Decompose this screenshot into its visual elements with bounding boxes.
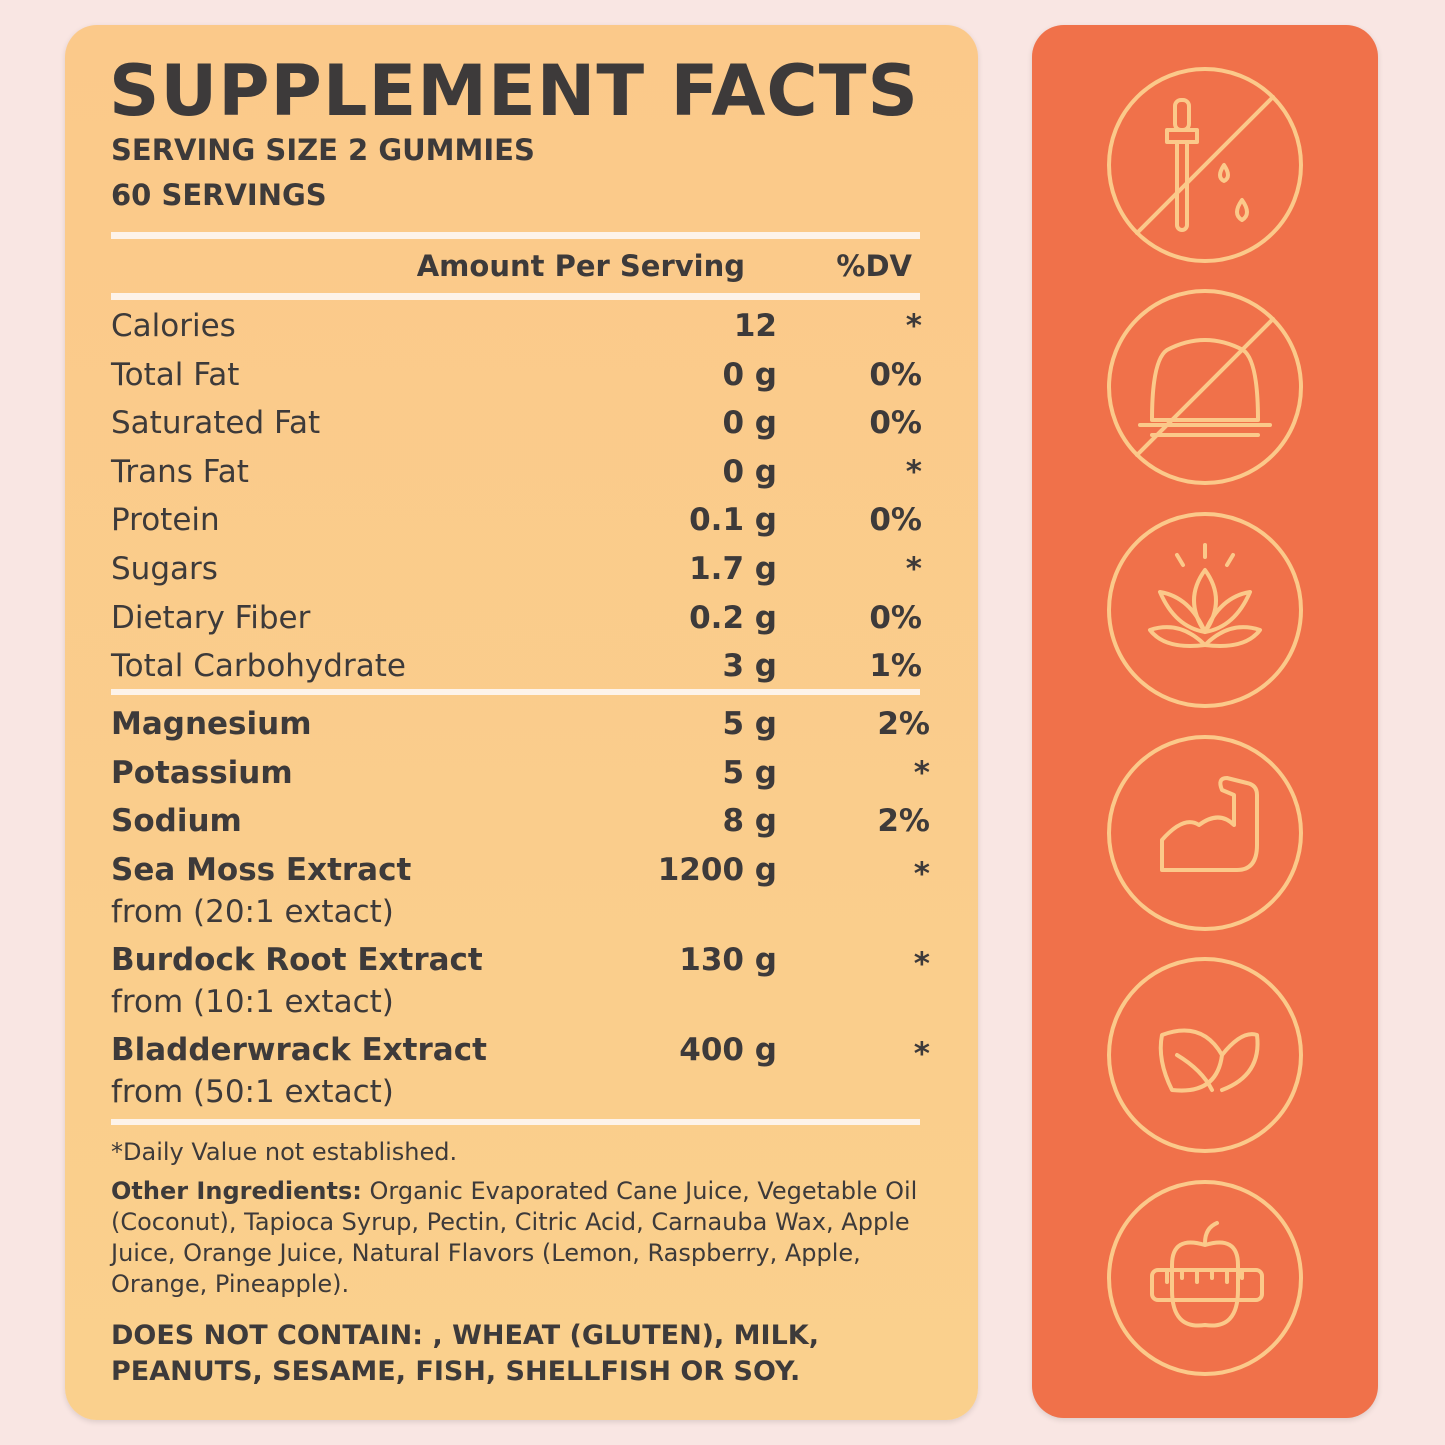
nutrient-amount: 0.1 g: [689, 502, 777, 539]
ingredient-amount: 1200 g: [657, 851, 777, 888]
servings: 60 SERVINGS: [111, 178, 327, 212]
icons: [1107, 67, 1303, 1376]
ingredient-amount: 5 g: [722, 754, 777, 791]
ingredient-name: Bladderwrack Extract: [111, 1031, 487, 1068]
nutrient-dv: *: [905, 551, 922, 587]
nutrient-amount: 0 g: [722, 453, 777, 490]
ingredient-dv: 2%: [877, 803, 930, 839]
ingredient-source: from (20:1 extact): [111, 893, 394, 930]
nutrient-name: Saturated Fat: [111, 405, 321, 442]
column-header: Amount Per Serving: [416, 249, 745, 283]
icon-no-dropper: [1107, 67, 1303, 263]
allergens: DOES NOT CONTAIN: , WHEAT (GLUTEN), MILK…: [111, 1320, 819, 1387]
icon-lotus: [1107, 512, 1303, 708]
ingredient-dv: *: [913, 855, 930, 892]
icon-leaves: [1107, 957, 1303, 1153]
nutrient-name: Calories: [111, 308, 236, 344]
nutrient-amount: 0.2 g: [689, 599, 777, 636]
rule: [111, 293, 920, 300]
nutrient-dv: 0%: [869, 502, 922, 539]
other-ingredients-text: Organic Evaporated Cane Juice, Vegetable…: [111, 1177, 918, 1298]
ingredient-dv: *: [913, 1035, 930, 1072]
nutrient-amount: 1.7 g: [689, 551, 777, 587]
footnote: *Daily Value not established.: [111, 1138, 458, 1166]
ingredient-dv: *: [913, 945, 930, 982]
ingredient-name: Burdock Root Extract: [111, 941, 483, 978]
other-ingredients: Other Ingredients: Organic Evaporated Ca…: [111, 1176, 926, 1300]
icon-apple-scale: [1107, 1180, 1303, 1376]
rule: [111, 689, 920, 695]
nutrient-amount: 0 g: [722, 356, 777, 393]
icon-no-gelatin: [1107, 289, 1303, 485]
nutrient-name: Total Carbohydrate: [111, 648, 406, 685]
ingredient-name: Potassium: [111, 754, 293, 791]
nutrient-amount: 12: [733, 308, 777, 344]
nutrient-dv: *: [905, 453, 922, 490]
ingredient-dv: 2%: [877, 706, 930, 742]
nutrient-dv: 1%: [869, 648, 922, 685]
icon-muscle: [1107, 735, 1303, 931]
ingredient-source: from (10:1 extact): [111, 983, 394, 1020]
nutrient-name: Trans Fat: [111, 453, 249, 490]
nutrient-dv: 0%: [869, 599, 922, 636]
nutrient-amount: 0 g: [722, 405, 777, 442]
nutrient-dv: *: [905, 308, 922, 344]
rule: [111, 232, 920, 239]
ingredient-name: Sea Moss Extract: [111, 851, 412, 888]
nutrient-dv: 0%: [869, 405, 922, 442]
ingredient-amount: 8 g: [722, 803, 777, 839]
ingredient-amount: 5 g: [722, 706, 777, 742]
rule: [111, 1119, 920, 1125]
column-header: %DV: [836, 249, 912, 283]
nutrient-name: Sugars: [111, 551, 218, 587]
ingredient-amount: 130 g: [679, 941, 777, 978]
nutrient-name: Total Fat: [111, 356, 240, 393]
ingredient-source: from (50:1 extact): [111, 1073, 394, 1110]
ingredient-name: Magnesium: [111, 706, 312, 742]
ingredient-dv: *: [913, 754, 930, 791]
nutrient-name: Dietary Fiber: [111, 599, 311, 636]
nutrient-dv: 0%: [869, 356, 922, 393]
title: SUPPLEMENT FACTS: [109, 50, 919, 132]
nutrient-name: Protein: [111, 502, 220, 539]
facts-card: [65, 25, 978, 1420]
icon-panel: [1032, 25, 1378, 1418]
ingredient-amount: 400 g: [679, 1031, 777, 1068]
serving-size: SERVING SIZE 2 GUMMIES: [111, 133, 535, 167]
nutrient-amount: 3 g: [722, 648, 777, 685]
other-ingredients-label: Other Ingredients:: [111, 1177, 362, 1205]
ingredient-name: Sodium: [111, 803, 242, 839]
